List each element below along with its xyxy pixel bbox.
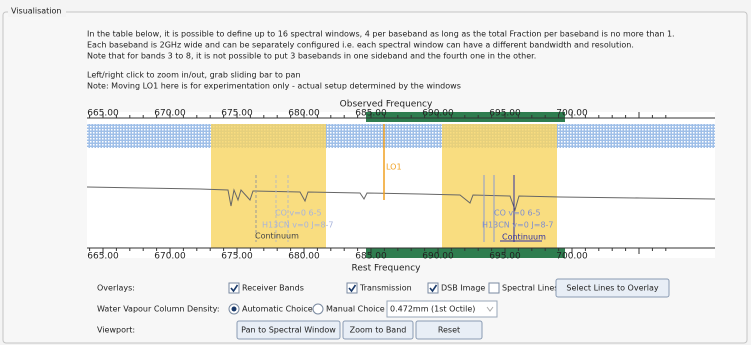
top-tick-label: 695.00 — [489, 109, 521, 119]
spectral-line-label: Continuum — [255, 232, 299, 241]
bottom-tick-label: 680.00 — [288, 252, 320, 262]
instruction-text: Each baseband is 2GHz wide and can be se… — [87, 41, 634, 50]
overlays-label: Overlays: — [97, 284, 135, 293]
bottom-tick-label: 695.00 — [489, 252, 521, 262]
transmission-curve — [86, 186, 716, 212]
button-face[interactable] — [555, 278, 670, 298]
button-face[interactable] — [342, 320, 414, 340]
top-tick-label: 675.00 — [221, 109, 253, 119]
top-tick-label: 700.00 — [556, 109, 588, 119]
checkmark — [230, 284, 239, 293]
dropdown-arrow[interactable] — [486, 306, 494, 312]
checkbox-label[interactable]: DSB Image — [441, 284, 485, 293]
instruction-text: Note: Moving LO1 here is for experimenta… — [87, 82, 461, 91]
checkbox-label[interactable]: Spectral Lines — [502, 284, 558, 293]
spectral-window — [211, 124, 326, 248]
button-label[interactable]: Select Lines to Overlay — [566, 284, 659, 293]
select-lines-button[interactable]: Select Lines to Overlay — [555, 278, 670, 298]
bottom-tick-label: 700.00 — [556, 252, 588, 262]
spectral-line-label: H13CN v=0 J=8-7 — [262, 221, 334, 230]
spectral-line-label: Continuum — [502, 233, 546, 242]
checkbox[interactable] — [228, 282, 240, 294]
top-tick-label: 680.00 — [288, 109, 320, 119]
legend-bg — [8, 5, 66, 17]
receiver-band — [87, 124, 715, 148]
radio-dot — [231, 306, 237, 312]
checkbox-label[interactable]: Receiver Bands — [242, 284, 304, 293]
spectral-window — [442, 124, 557, 248]
spectral-line-label: CO v=0 6-5 — [494, 209, 541, 218]
checkbox[interactable] — [346, 282, 358, 294]
top-tick-label: 665.00 — [87, 109, 119, 119]
bottom-tick-label: 675.00 — [221, 252, 253, 262]
instruction-text: Note that for bands 3 to 8, it is not po… — [87, 52, 536, 61]
top-band-bar[interactable] — [366, 112, 565, 122]
instruction-text: Left/right click to zoom in/out, grab sl… — [87, 71, 301, 80]
checkbox[interactable] — [488, 282, 500, 294]
instruction-text: In the table below, it is possible to de… — [87, 30, 675, 39]
bottom-tick-label: 670.00 — [154, 252, 186, 262]
button-label[interactable]: Reset — [438, 326, 460, 335]
viewport-button[interactable]: Reset — [415, 320, 483, 340]
bottom-band-bar[interactable] — [366, 248, 565, 258]
top-tick-label: 670.00 — [154, 109, 186, 119]
top-axis-title: Observed Frequency — [340, 100, 433, 110]
checkbox-label[interactable]: Transmission — [359, 284, 412, 293]
button-face[interactable] — [236, 320, 341, 340]
button-label[interactable]: Pan to Spectral Window — [241, 326, 336, 335]
top-tick-label: 685.00 — [355, 109, 387, 119]
water-vapour-label: Water Vapour Column Density: — [97, 305, 220, 314]
radio-label[interactable]: Automatic Choice — [242, 305, 313, 314]
combobox-value: 0.472mm (1st Octile) — [390, 305, 475, 314]
button-face[interactable] — [415, 320, 483, 340]
viewport-label: Viewport: — [97, 326, 135, 335]
bottom-axis-title: Rest Frequency — [352, 264, 422, 274]
checkbox[interactable] — [427, 282, 439, 294]
radio-label[interactable]: Manual Choice — [326, 305, 385, 314]
spectral-line-label: CO v=0 6-5 — [275, 209, 322, 218]
bottom-tick-label: 685.00 — [355, 252, 387, 262]
radio-button[interactable] — [312, 303, 324, 315]
button-label[interactable]: Zoom to Band — [350, 326, 407, 335]
bottom-tick-label: 665.00 — [87, 252, 119, 262]
value-combobox[interactable] — [386, 300, 498, 318]
fieldset-legend: Visualisation — [11, 7, 62, 16]
plot[interactable]: LO1 Observed Frequency Rest Frequency 66… — [86, 100, 716, 274]
spectral-line-label: H13CN v=0 J=8-7 — [482, 221, 554, 230]
viewport-button[interactable]: Pan to Spectral Window — [236, 320, 341, 340]
viewport-button[interactable]: Zoom to Band — [342, 320, 414, 340]
checkmark — [348, 284, 357, 293]
top-tick-label: 690.00 — [422, 109, 454, 119]
bottom-tick-label: 690.00 — [422, 252, 454, 262]
checkmark — [429, 284, 438, 293]
lo1-label: LO1 — [386, 163, 402, 172]
